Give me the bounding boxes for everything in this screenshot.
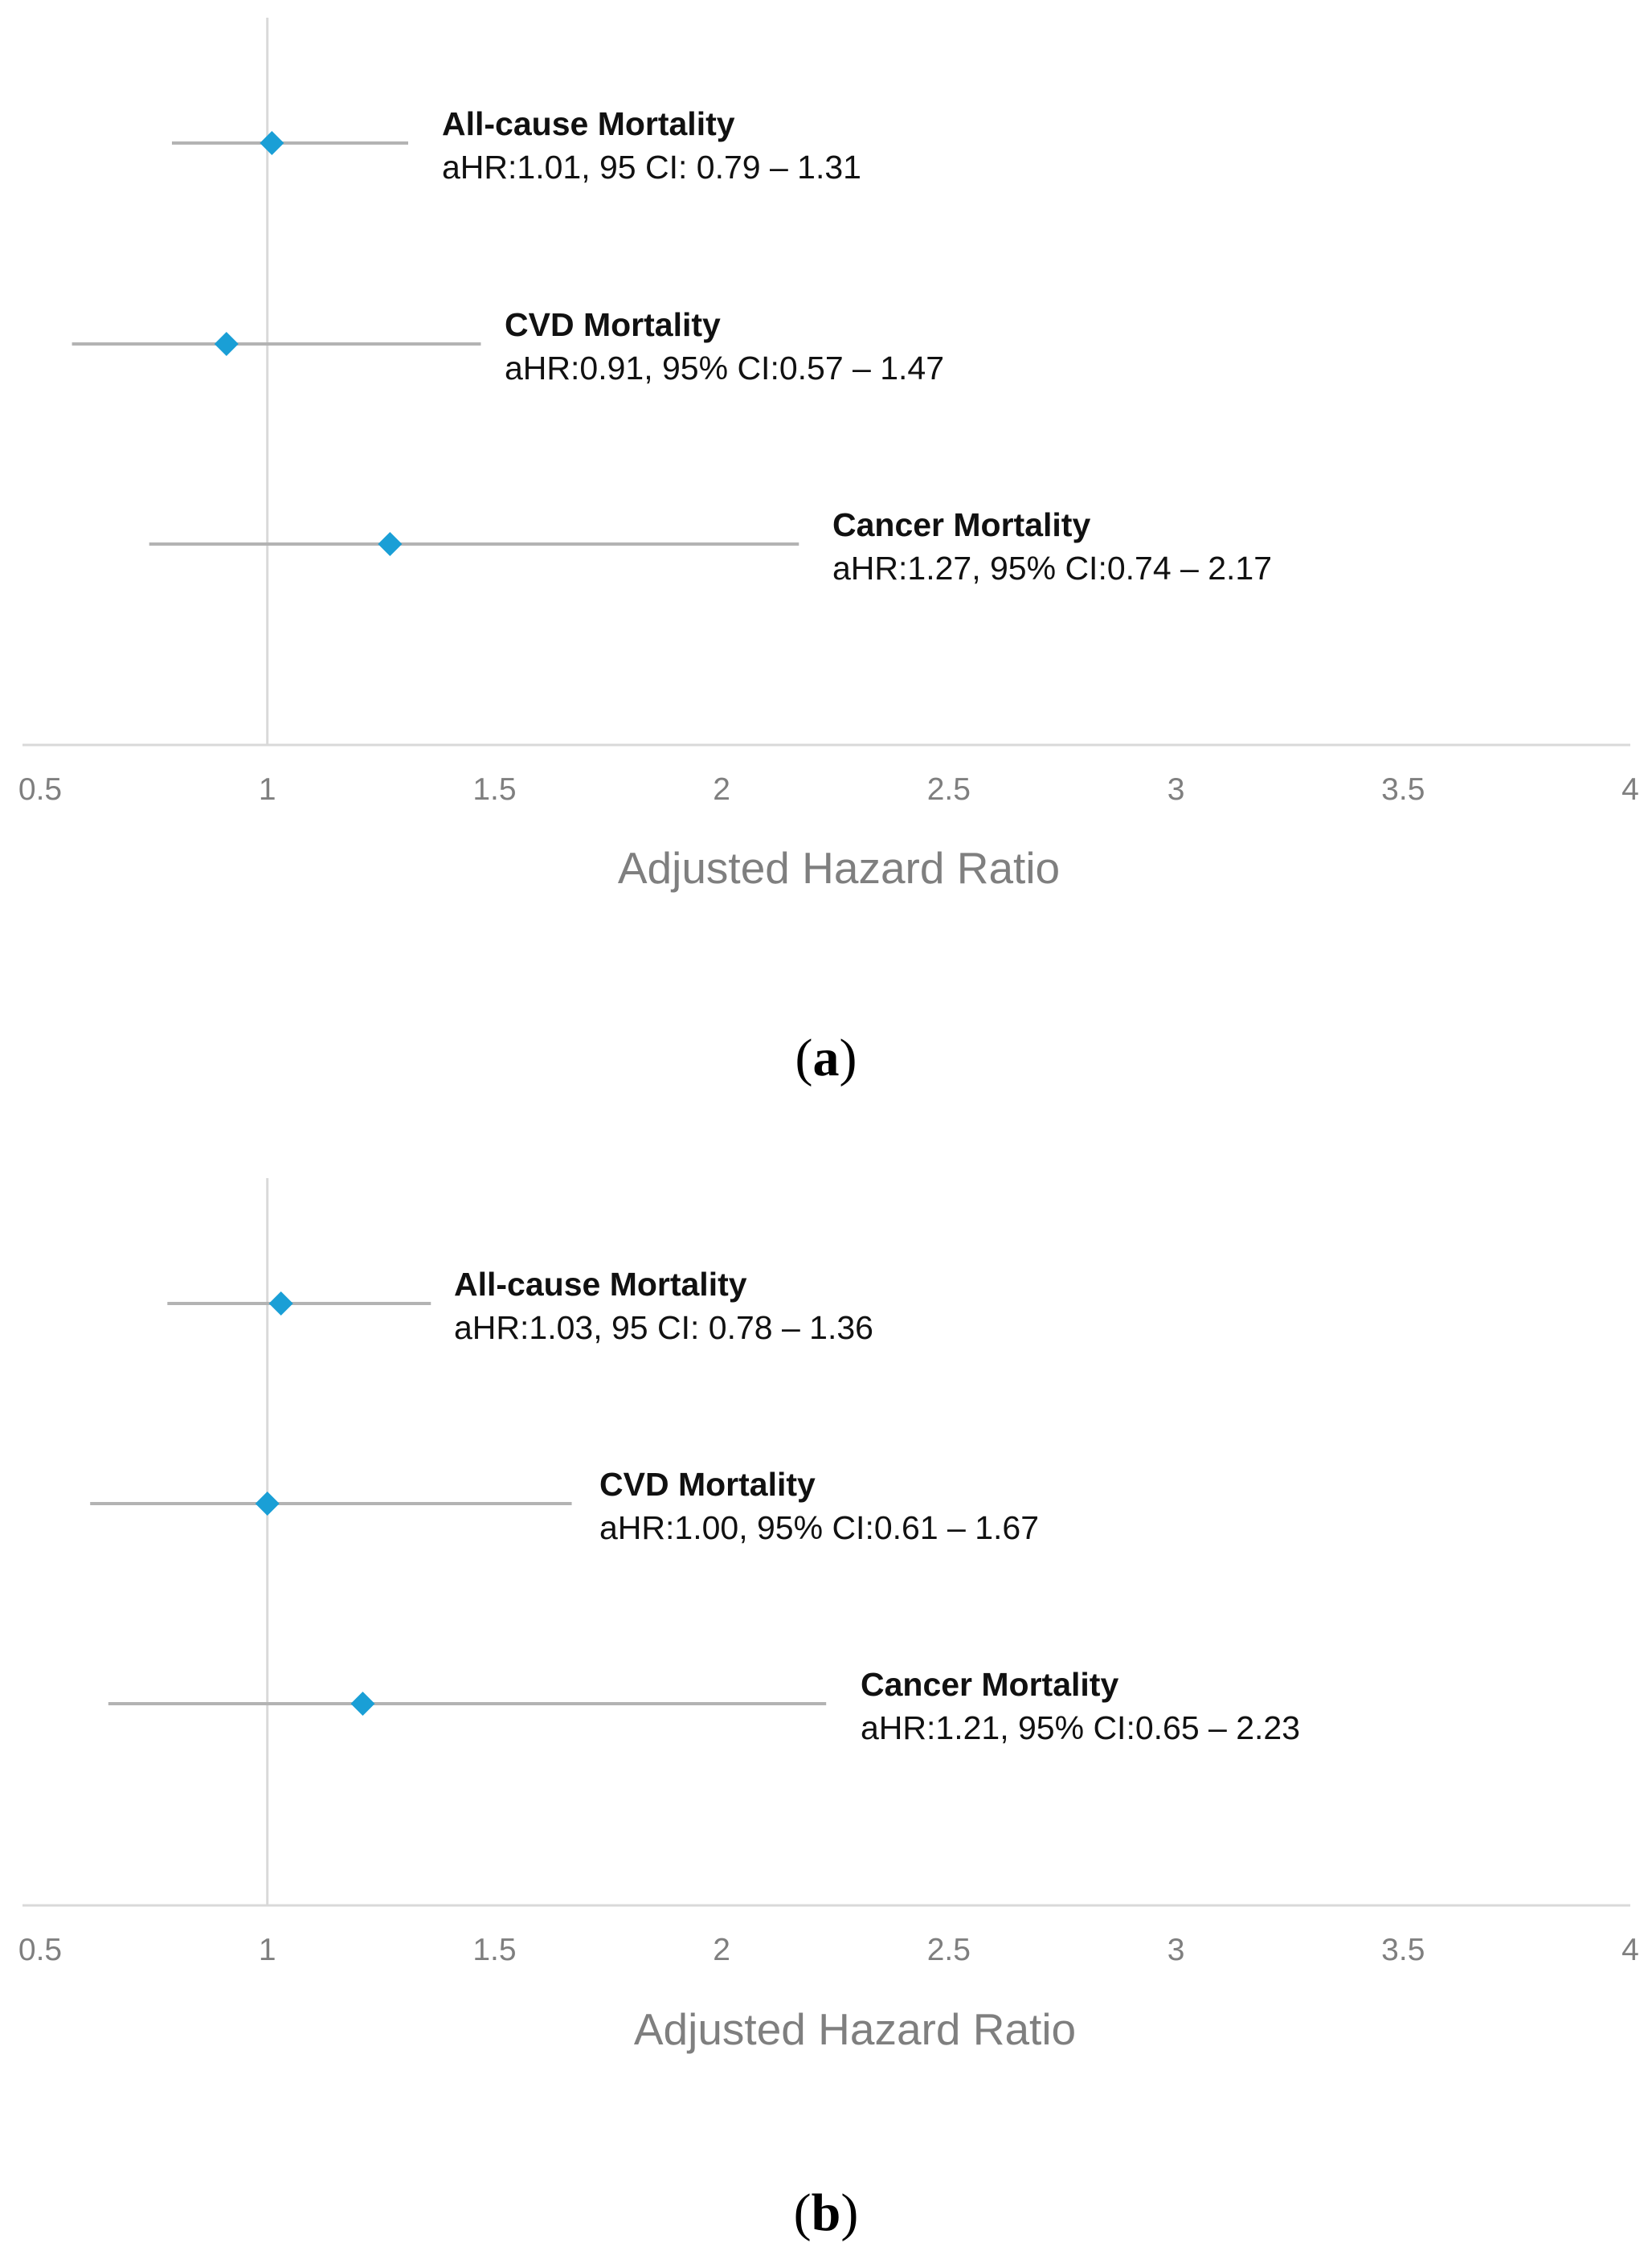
series-stat: aHR:1.03, 95 CI: 0.78 – 1.36	[454, 1309, 873, 1346]
x-tick-label: 1.5	[472, 772, 516, 807]
x-tick-label: 3	[1167, 772, 1185, 807]
estimate-marker	[350, 1692, 375, 1716]
series-title: All-cause Mortality	[454, 1266, 747, 1303]
panel-label: (b)	[794, 2183, 859, 2242]
estimate-marker	[214, 332, 239, 356]
series-title: CVD Mortality	[505, 306, 721, 343]
x-tick-label: 1	[259, 772, 276, 807]
x-tick-label: 4	[1621, 772, 1639, 807]
x-tick-label: 2.5	[927, 1933, 971, 1967]
series-stat: aHR:0.91, 95% CI:0.57 – 1.47	[505, 350, 944, 387]
x-tick-label: 3.5	[1381, 772, 1425, 807]
estimate-marker	[260, 131, 284, 155]
series-title: All-cause Mortality	[442, 105, 735, 142]
estimate-marker	[255, 1492, 280, 1516]
series-title: Cancer Mortality	[861, 1666, 1118, 1703]
series-stat: aHR:1.01, 95 CI: 0.79 – 1.31	[442, 149, 861, 186]
x-tick-label: 3	[1167, 1933, 1185, 1967]
x-tick-label: 4	[1621, 1933, 1639, 1967]
x-tick-label: 2	[713, 772, 730, 807]
x-tick-label: 2.5	[927, 772, 971, 807]
panel-letter: a	[813, 1029, 840, 1087]
series-stat: aHR:1.00, 95% CI:0.61 – 1.67	[599, 1509, 1039, 1546]
estimate-marker	[378, 532, 403, 556]
x-axis-title: Adjusted Hazard Ratio	[618, 843, 1060, 893]
x-axis-title: Adjusted Hazard Ratio	[634, 2004, 1076, 2054]
x-tick-label: 2	[713, 1933, 730, 1967]
x-tick-label: 1.5	[472, 1933, 516, 1967]
series-stat: aHR:1.27, 95% CI:0.74 – 2.17	[832, 550, 1272, 587]
panel-label: (a)	[795, 1029, 857, 1087]
x-tick-label: 3.5	[1381, 1933, 1425, 1967]
x-tick-label: 0.5	[18, 1933, 62, 1967]
series-title: Cancer Mortality	[832, 506, 1090, 543]
series-title: CVD Mortality	[599, 1466, 816, 1503]
panel-letter: b	[812, 2183, 841, 2242]
x-tick-label: 1	[259, 1933, 276, 1967]
series-stat: aHR:1.21, 95% CI:0.65 – 2.23	[861, 1709, 1300, 1746]
estimate-marker	[268, 1291, 293, 1316]
x-tick-label: 0.5	[18, 772, 62, 807]
